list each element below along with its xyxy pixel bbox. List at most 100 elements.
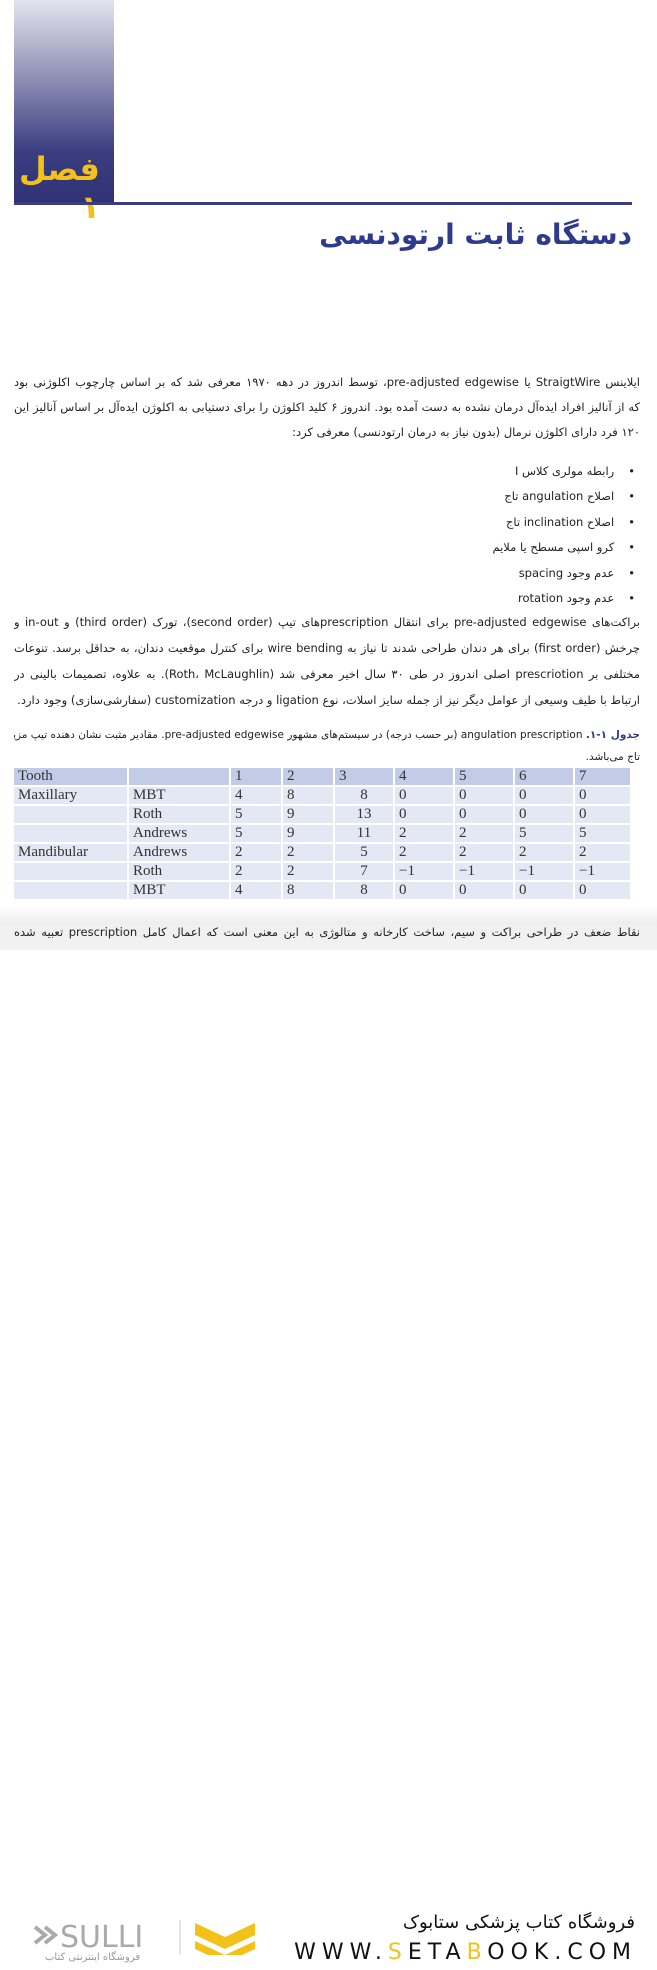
table-cell: 0 <box>395 806 453 823</box>
table-cell: 6 <box>515 768 573 785</box>
divider <box>14 202 632 205</box>
table-cell <box>14 825 127 842</box>
table-cell: 13 <box>335 806 393 823</box>
table-cell: 4 <box>231 882 281 899</box>
table-cell: 2 <box>575 844 630 861</box>
table-cell <box>14 806 127 823</box>
url-part: S <box>387 1940 408 1965</box>
table-cell: 0 <box>575 787 630 804</box>
table-header-row: Tooth 1 2 3 4 5 6 7 <box>14 768 630 785</box>
table-row: Maxillary MBT 4 8 8 0 0 0 0 <box>14 787 630 804</box>
list-item: کرو اسپی مسطح یا ملایم <box>492 540 635 554</box>
table-cell: 5 <box>231 806 281 823</box>
table-cell: 2 <box>231 844 281 861</box>
table-cell: 5 <box>231 825 281 842</box>
setabook-logo: SULLI فروشگاه اینترنتی کتاب <box>30 1915 260 1970</box>
table-cell: 2 <box>283 844 333 861</box>
table-cell: 0 <box>395 787 453 804</box>
logo-subtitle: فروشگاه اینترنتی کتاب <box>45 1952 141 1963</box>
shop-name: فروشگاه کتاب پزشکی ستابوک <box>402 1912 635 1933</box>
table-cell: 2 <box>455 825 513 842</box>
table-cell: 0 <box>395 882 453 899</box>
table-cell: 0 <box>515 882 573 899</box>
table-cell: 0 <box>515 787 573 804</box>
table-cell: −1 <box>515 863 573 880</box>
website-url[interactable]: WWW.SETABOOK.COM <box>294 1940 637 1965</box>
caption-line2: تاج می‌باشد. <box>585 751 640 763</box>
table-cell: 2 <box>283 768 333 785</box>
url-part: OOK.COM <box>487 1940 637 1965</box>
paragraph-line: نقاط ضعف در طراحی براکت و سیم، ساخت کارخ… <box>14 925 640 939</box>
logo-chevron-icon: SULLI <box>33 1920 255 1970</box>
table-cell: 5 <box>335 844 393 861</box>
table-cell: 2 <box>455 844 513 861</box>
table-cell: Roth <box>129 806 229 823</box>
url-part: ETA <box>407 1940 467 1965</box>
table-cell: 3 <box>335 768 393 785</box>
table-cell: 2 <box>515 844 573 861</box>
intro-line: ایلاینس StraigtWire یا pre-adjusted edge… <box>14 375 640 389</box>
table-row: Mandibular Andrews 2 2 5 2 2 2 2 <box>14 844 630 861</box>
intro-line: که از آنالیز افراد ایده‌آل درمان نشده به… <box>14 400 640 414</box>
table-cell: −1 <box>395 863 453 880</box>
table-cell: 0 <box>455 882 513 899</box>
chapter-label: فصل ۱ <box>18 150 100 226</box>
paragraph-line: ارتباط با طیف وسیعی از عوامل دیگر نیز از… <box>17 693 640 707</box>
caption-text: angulation prescription (بر حسب درجه) در… <box>14 729 586 741</box>
paragraph-line: براکت‌های pre-adjusted edgewise برای انت… <box>14 615 640 629</box>
angulation-table: Tooth 1 2 3 4 5 6 7 Maxillary MBT 4 8 8 0 0 0 0 Roth 5 9 13 0… <box>12 766 632 901</box>
table-caption: جدول ۱-۱. angulation prescription (بر حس… <box>14 729 640 741</box>
paragraph-line: چرخش (first order) برای هر دندان طراحی ش… <box>14 641 640 655</box>
table-cell <box>14 882 127 899</box>
table-cell: 2 <box>395 844 453 861</box>
table-cell <box>129 768 229 785</box>
chapter-badge: فصل ۱ <box>14 0 114 226</box>
table-cell: 1 <box>231 768 281 785</box>
table-cell: 8 <box>335 787 393 804</box>
list-item: عدم وجود rotation <box>518 591 635 605</box>
paragraph-line: مختلفی بر prescriotion اصلی اندروز در طی… <box>14 667 640 681</box>
logo-text: SULLI <box>60 1920 143 1955</box>
caption-label: جدول ۱-۱. <box>585 729 640 741</box>
table-cell: −1 <box>455 863 513 880</box>
table-cell: 2 <box>283 863 333 880</box>
table-cell: MBT <box>129 787 229 804</box>
footer-banner: SULLI فروشگاه اینترنتی کتاب فروشگاه کتاب… <box>0 950 657 1970</box>
table-cell: 8 <box>335 882 393 899</box>
list-item: اصلاح inclination تاج <box>506 515 635 529</box>
table-cell: 8 <box>283 787 333 804</box>
table-cell: 8 <box>283 882 333 899</box>
table-row: Roth 5 9 13 0 0 0 0 <box>14 806 630 823</box>
table-cell: MBT <box>129 882 229 899</box>
table-cell: 9 <box>283 825 333 842</box>
table-cell: 2 <box>395 825 453 842</box>
url-part: B <box>466 1940 488 1965</box>
intro-line: ۱۲۰ فرد دارای اکلوژن نرمال (بدون نیاز به… <box>292 425 640 439</box>
table-cell: 4 <box>231 787 281 804</box>
table-cell: 5 <box>575 825 630 842</box>
table-cell: Tooth <box>14 768 127 785</box>
list-item: رابطه مولری کلاس I <box>515 464 635 478</box>
table-cell: 4 <box>395 768 453 785</box>
table-row: MBT 4 8 8 0 0 0 0 <box>14 882 630 899</box>
page-title: دستگاه ثابت ارتودنسی <box>319 218 632 251</box>
table-cell: Andrews <box>129 825 229 842</box>
table-cell: 9 <box>283 806 333 823</box>
table-cell: 11 <box>335 825 393 842</box>
table-row: Roth 2 2 7 −1 −1 −1 −1 <box>14 863 630 880</box>
table-cell: Maxillary <box>14 787 127 804</box>
table-cell: Andrews <box>129 844 229 861</box>
list-item: اصلاح angulation تاج <box>504 489 635 503</box>
table-cell: 0 <box>455 787 513 804</box>
table-cell: 5 <box>455 768 513 785</box>
table-cell: 7 <box>335 863 393 880</box>
table-row: Andrews 5 9 11 2 2 5 5 <box>14 825 630 842</box>
table-cell <box>14 863 127 880</box>
table-cell: 0 <box>455 806 513 823</box>
table-cell: 0 <box>575 806 630 823</box>
table-cell: 0 <box>575 882 630 899</box>
url-part: WWW. <box>294 1940 388 1965</box>
table-cell: 2 <box>231 863 281 880</box>
table-cell: −1 <box>575 863 630 880</box>
table-cell: 0 <box>515 806 573 823</box>
